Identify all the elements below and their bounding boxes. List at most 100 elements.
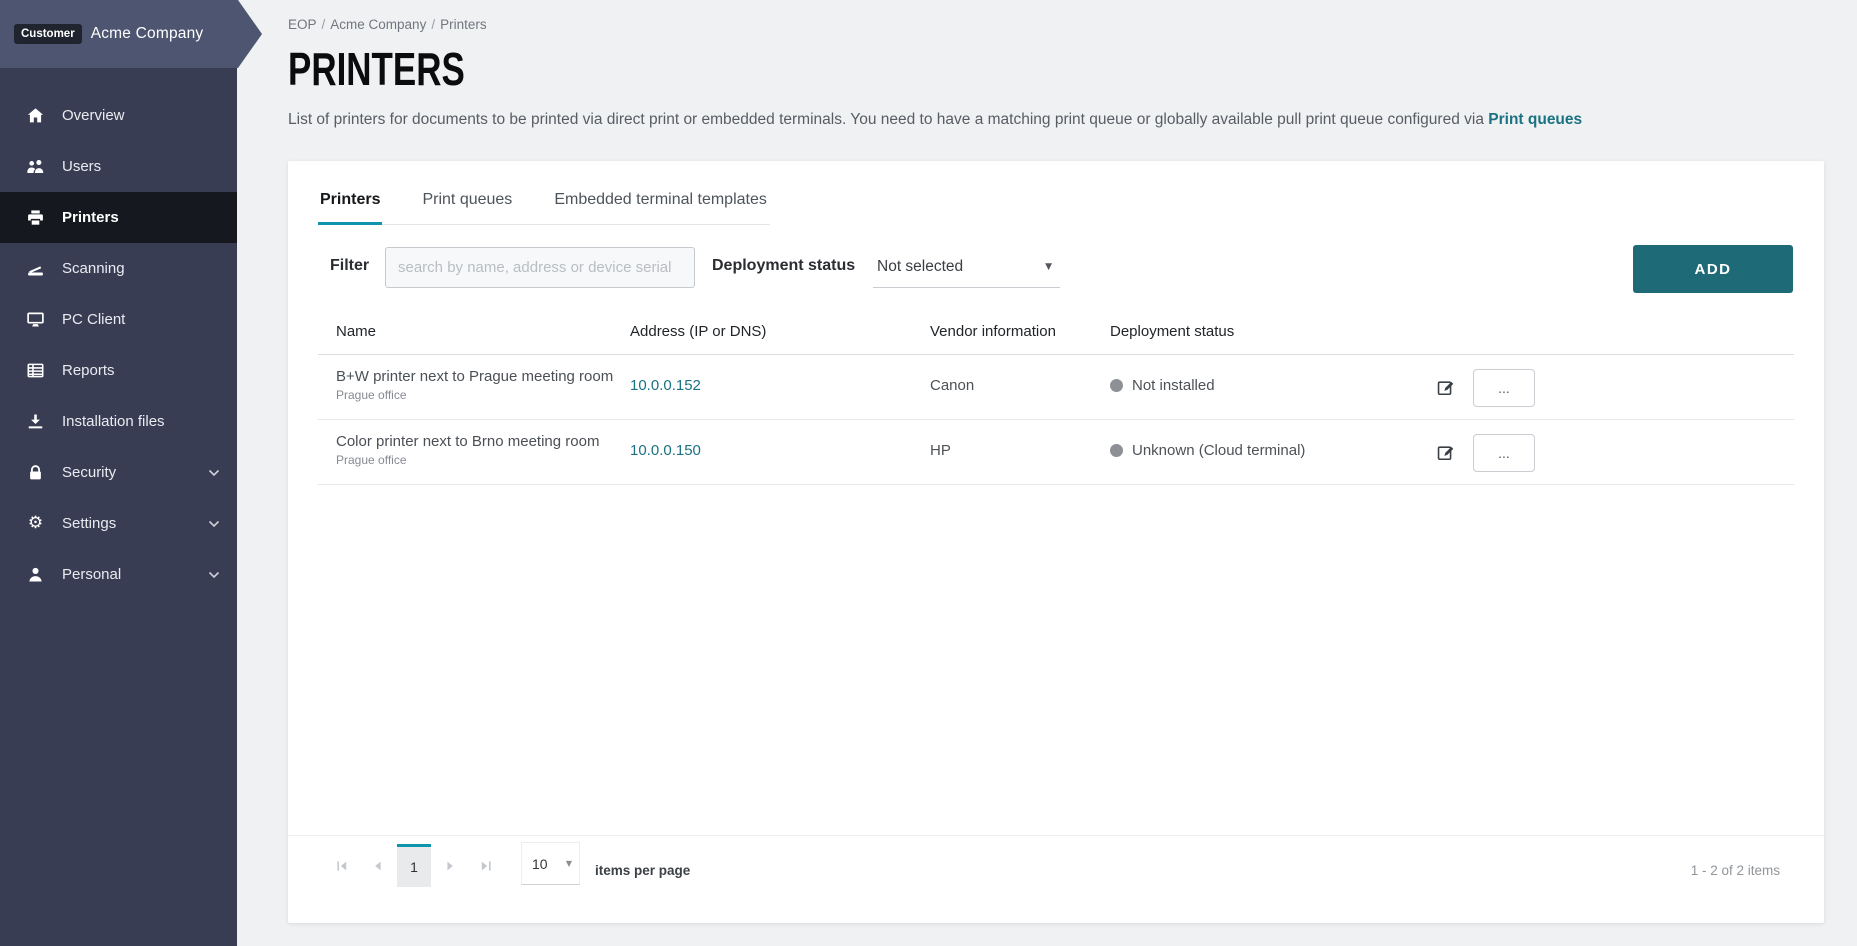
page-size-select[interactable]: 10 ▼ [521, 842, 580, 885]
row-menu-button[interactable]: ... [1473, 434, 1535, 472]
printer-name-cell: Color printer next to Brno meeting room … [336, 433, 599, 467]
column-header-deployment-status[interactable]: Deployment status [1110, 323, 1235, 340]
printer-location: Prague office [336, 388, 407, 402]
printer-icon [26, 208, 45, 227]
status-dot [1110, 379, 1123, 392]
breadcrumb-item-printers[interactable]: Printers [440, 17, 487, 32]
deployment-status-value: Not selected [877, 258, 964, 275]
deployment-status-cell: Unknown (Cloud terminal) [1110, 442, 1305, 459]
first-page-button[interactable] [325, 844, 359, 887]
sidebar-item-label: Personal [62, 566, 122, 583]
caret-down-icon: ▼ [1045, 262, 1052, 272]
sidebar-menu: Overview Users Printers Scanning PC Clie… [0, 90, 237, 600]
sidebar-item-reports[interactable]: Reports [0, 345, 237, 396]
page-description-text: List of printers for documents to be pri… [288, 111, 1484, 128]
items-range-label: 1 - 2 of 2 items [1690, 863, 1780, 878]
status-dot [1110, 444, 1123, 457]
sidebar-item-label: Settings [62, 515, 117, 532]
pagination: 1 10 ▼ items per page 1 - 2 of 2 items [288, 835, 1824, 905]
download-icon [26, 412, 45, 431]
sidebar-item-pc-client[interactable]: PC Client [0, 294, 237, 345]
next-page-icon [443, 859, 457, 873]
chevron-down-icon [208, 571, 220, 579]
printers-card: Printers Print queues Embedded terminal … [288, 161, 1824, 923]
chevron-down-icon [208, 469, 220, 477]
status-text: Not installed [1132, 377, 1215, 394]
sidebar-item-label: Security [62, 464, 117, 481]
sidebar-item-label: Overview [62, 107, 125, 124]
sidebar-item-security[interactable]: Security [0, 447, 237, 498]
sidebar-item-scanning[interactable]: Scanning [0, 243, 237, 294]
tab-embedded-terminal-templates[interactable]: Embedded terminal templates [554, 191, 767, 208]
search-input[interactable] [385, 247, 695, 288]
column-header-address[interactable]: Address (IP or DNS) [630, 323, 767, 340]
deployment-status-label: Deployment status [712, 257, 856, 274]
gear-icon: ⚙ [27, 513, 44, 533]
breadcrumb-item-acme-company[interactable]: Acme Company [330, 17, 427, 32]
edit-button[interactable] [1436, 377, 1456, 397]
printer-name: Color printer next to Brno meeting room [336, 433, 600, 450]
add-button[interactable]: ADD [1633, 245, 1793, 293]
page-size-value: 10 [532, 855, 548, 872]
status-text: Unknown (Cloud terminal) [1132, 442, 1306, 459]
deployment-status-select[interactable]: Not selected ▼ [873, 247, 1060, 288]
sidebar: Customer Acme Company Overview Users Pri… [0, 0, 262, 946]
items-per-page-label: items per page [595, 863, 691, 878]
previous-page-button[interactable] [361, 844, 395, 887]
sidebar-item-printers[interactable]: Printers [0, 192, 237, 243]
users-icon [26, 157, 45, 176]
sidebar-item-label: PC Client [62, 311, 126, 328]
printer-vendor: HP [930, 442, 951, 459]
customer-badge: Customer [14, 24, 82, 44]
customer-switcher[interactable]: Customer Acme Company [0, 0, 262, 68]
row-menu-button[interactable]: ... [1473, 369, 1535, 407]
breadcrumb-separator: / [431, 17, 436, 32]
previous-page-icon [371, 859, 385, 873]
last-page-icon [479, 859, 493, 873]
tab-printers[interactable]: Printers [318, 183, 383, 225]
edit-button[interactable] [1436, 442, 1456, 462]
lock-icon [26, 463, 45, 482]
reports-icon [26, 361, 45, 380]
monitor-icon [26, 310, 45, 329]
printer-location: Prague office [336, 453, 407, 467]
scanner-icon [26, 259, 45, 278]
printer-address-link[interactable]: 10.0.0.150 [630, 442, 701, 459]
printer-name-cell: B+W printer next to Prague meeting room … [336, 368, 613, 402]
column-header-vendor[interactable]: Vendor information [930, 323, 1056, 340]
sidebar-item-label: Users [62, 158, 102, 175]
edit-icon [1436, 378, 1456, 397]
sidebar-item-label: Installation files [62, 413, 165, 430]
sidebar-item-label: Reports [62, 362, 115, 379]
current-page[interactable]: 1 [397, 844, 431, 887]
edit-icon [1436, 443, 1456, 462]
sidebar-item-label: Scanning [62, 260, 125, 277]
sidebar-item-settings[interactable]: ⚙ Settings [0, 498, 237, 549]
page-title: PRINTERS [288, 43, 465, 95]
column-header-name[interactable]: Name [336, 323, 377, 340]
printer-address-cell: 10.0.0.150 [630, 442, 701, 459]
table-row: B+W printer next to Prague meeting room … [318, 355, 1794, 420]
printer-address-cell: 10.0.0.152 [630, 377, 701, 394]
table-header: Name Address (IP or DNS) Vendor informat… [318, 311, 1794, 355]
sidebar-item-personal[interactable]: Personal [0, 549, 237, 600]
sidebar-item-overview[interactable]: Overview [0, 90, 237, 141]
sidebar-item-label: Printers [62, 209, 119, 226]
company-name: Acme Company [90, 25, 204, 42]
printer-vendor: Canon [930, 377, 975, 394]
tab-print-queues[interactable]: Print queues [422, 191, 513, 208]
person-icon [26, 565, 45, 584]
breadcrumb-separator: / [321, 17, 326, 32]
print-queues-link[interactable]: Print queues [1488, 111, 1583, 128]
chevron-down-icon [208, 520, 220, 528]
sidebar-item-installation-files[interactable]: Installation files [0, 396, 237, 447]
sidebar-item-users[interactable]: Users [0, 141, 237, 192]
printer-address-link[interactable]: 10.0.0.152 [630, 377, 701, 394]
first-page-icon [335, 859, 349, 873]
page-description: List of printers for documents to be pri… [288, 111, 1857, 129]
last-page-button[interactable] [469, 844, 503, 887]
next-page-button[interactable] [433, 844, 467, 887]
printer-name: B+W printer next to Prague meeting room [336, 368, 614, 385]
breadcrumb-item-eop[interactable]: EOP [288, 17, 317, 32]
breadcrumb: EOP / Acme Company / Printers [237, 0, 1857, 32]
